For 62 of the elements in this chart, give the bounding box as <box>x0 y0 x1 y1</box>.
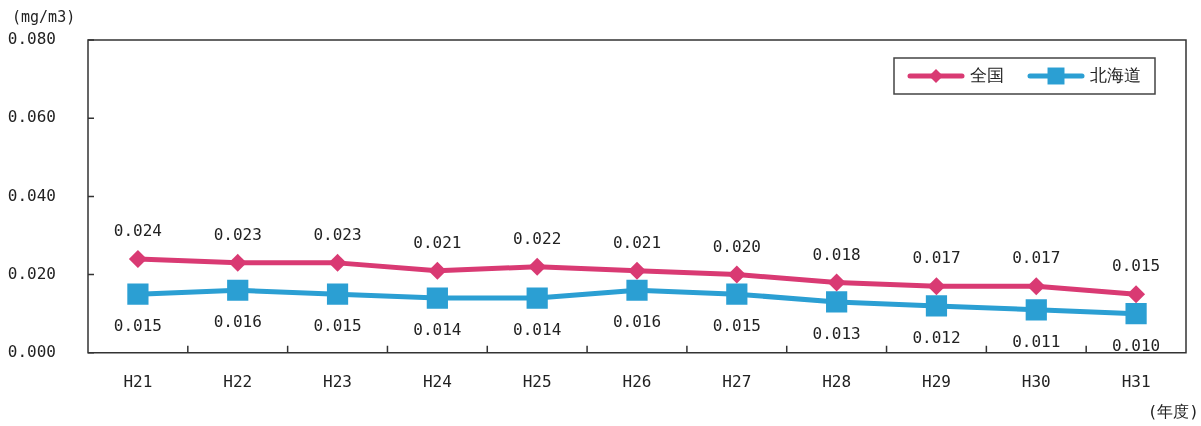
y-tick-label: 0.020 <box>7 263 56 283</box>
data-label: 0.023 <box>213 225 262 245</box>
point <box>326 283 349 305</box>
x-axis-title: (年度) <box>1147 402 1199 422</box>
point <box>528 257 547 276</box>
x-tick-label: H26 <box>622 371 652 391</box>
point <box>726 283 748 305</box>
data-label: 0.011 <box>1012 331 1061 351</box>
data-label: 0.014 <box>513 320 562 340</box>
x-tick-label: H24 <box>422 371 452 391</box>
point <box>227 279 249 301</box>
point <box>927 277 946 296</box>
x-tick-label: H31 <box>1121 371 1151 391</box>
point <box>128 249 147 268</box>
x-tick-label: H27 <box>722 371 752 391</box>
x-tick-label: H22 <box>223 371 253 391</box>
data-label: 0.015 <box>1112 256 1161 276</box>
point <box>925 295 948 317</box>
data-label: 0.021 <box>612 232 662 252</box>
point <box>1025 299 1047 321</box>
data-label: 0.015 <box>712 316 761 336</box>
point <box>826 291 848 313</box>
data-label: 0.021 <box>413 232 462 252</box>
point <box>526 287 548 309</box>
y-tick-label: 0.040 <box>7 185 56 205</box>
y-tick-label: 0.080 <box>7 29 56 49</box>
data-label: 0.020 <box>712 236 761 256</box>
x-tick-label: H21 <box>123 371 153 391</box>
data-label: 0.018 <box>812 244 861 264</box>
y-axis-title: (mg/m3) <box>12 7 76 26</box>
data-label: 0.024 <box>113 221 162 241</box>
legend-label: 北海道 <box>1090 65 1141 86</box>
legend-label: 全国 <box>970 65 1004 86</box>
x-tick-label: H23 <box>323 371 352 391</box>
point <box>328 253 347 272</box>
data-label: 0.015 <box>313 316 362 336</box>
point <box>1027 277 1046 296</box>
data-label: 0.010 <box>1112 335 1161 355</box>
point <box>628 261 646 280</box>
data-label: 0.017 <box>912 248 961 268</box>
x-tick-label: H29 <box>922 371 951 391</box>
point <box>1125 303 1147 325</box>
data-label: 0.014 <box>413 320 462 340</box>
x-tick-label: H28 <box>822 371 852 391</box>
data-label: 0.012 <box>912 328 961 348</box>
y-tick-label: 0.000 <box>7 341 56 361</box>
data-label: 0.015 <box>113 316 162 336</box>
point <box>426 287 448 309</box>
data-label: 0.013 <box>812 324 861 344</box>
data-label: 0.016 <box>612 312 662 332</box>
point <box>1127 285 1146 304</box>
point <box>827 273 846 292</box>
x-tick-label: H25 <box>522 371 552 391</box>
point <box>626 279 648 301</box>
y-tick-label: 0.060 <box>7 107 56 127</box>
x-tick-label: H30 <box>1021 371 1051 391</box>
point <box>127 283 149 305</box>
data-label: 0.016 <box>213 312 262 332</box>
point <box>727 265 746 284</box>
data-label: 0.017 <box>1012 248 1061 268</box>
data-label: 0.023 <box>313 225 362 245</box>
data-label: 0.022 <box>513 228 562 248</box>
